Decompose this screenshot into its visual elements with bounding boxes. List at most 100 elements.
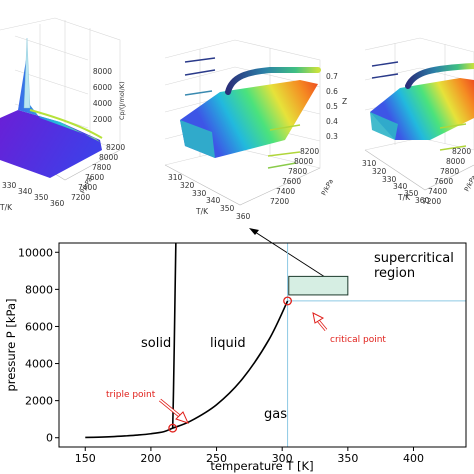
panel-middle-streaks bbox=[184, 57, 301, 169]
x-tick-label: 400 bbox=[403, 452, 424, 465]
main-ref-lines bbox=[287, 243, 466, 447]
region-label-region: region bbox=[374, 266, 415, 281]
panel-left-ztick-6000: 6000 bbox=[93, 83, 112, 92]
main-highlight bbox=[288, 275, 349, 296]
y-tick-label: 8000 bbox=[25, 283, 53, 296]
y-tick-label: 4000 bbox=[25, 358, 53, 371]
panel-left-ytick-7800: 7800 bbox=[92, 163, 111, 172]
panel-left-surface-ridge bbox=[29, 109, 103, 139]
panel-middle-ytick-7600: 7600 bbox=[282, 177, 301, 186]
panel-left-xlabel: T/K bbox=[0, 203, 13, 212]
panel-right-tube bbox=[405, 63, 474, 89]
panel-left-xtick-330: 330 bbox=[2, 181, 17, 190]
panel-right-ytick-7600: 7600 bbox=[434, 177, 453, 186]
melting-curve bbox=[171, 242, 177, 429]
panel-right-ytick-7200: 7200 bbox=[422, 197, 441, 206]
panel-middle-tube bbox=[225, 67, 321, 95]
main-y-ticks: 0 2000 4000 6000 8000 10000 bbox=[18, 246, 59, 445]
y-tick-label: 2000 bbox=[25, 395, 53, 408]
panel-left-xtick-340: 340 bbox=[18, 187, 33, 196]
triple-point-marker bbox=[168, 423, 178, 433]
annotation-triple-point: triple point bbox=[106, 390, 156, 400]
vapor-pressure-curve bbox=[85, 300, 289, 439]
panel-middle-ylabel: P/kPa bbox=[320, 178, 335, 197]
panel-middle-surface-underside bbox=[180, 120, 215, 158]
annotation-triple-arrow bbox=[158, 398, 189, 424]
y-tick-label: 6000 bbox=[25, 320, 53, 333]
panel-right-ytick-7400: 7400 bbox=[428, 187, 447, 196]
panel-middle-ytick-7200: 7200 bbox=[270, 197, 289, 206]
x-tick-label: 300 bbox=[272, 452, 293, 465]
panel-left-ztick-4000: 4000 bbox=[93, 99, 112, 108]
y-tick-label: 10000 bbox=[18, 246, 53, 259]
panel-right-xtick-350: 350 bbox=[404, 189, 419, 198]
critical-point-marker bbox=[283, 296, 293, 306]
panel-left-xtick-350: 350 bbox=[34, 193, 49, 202]
panel-left-ytick-7200: 7200 bbox=[71, 193, 90, 202]
panel-middle-ytick-7800: 7800 bbox=[288, 167, 307, 176]
x-tick-label: 150 bbox=[75, 452, 96, 465]
highlight-box bbox=[288, 275, 349, 296]
panel-left-surface-spike bbox=[23, 37, 31, 109]
panel-middle-zlabel: Z bbox=[342, 97, 347, 106]
panel-middle-xtick-350: 350 bbox=[220, 204, 235, 213]
main-x-ticks: 150 200 250 300 350 400 bbox=[75, 447, 424, 465]
panel-right-xlabel: T/K bbox=[397, 193, 411, 202]
surface-panel-left: 8000 6000 4000 2000 Cp/(J/mol/K) 8200 80… bbox=[0, 17, 126, 212]
region-label-supercritical: supercritical bbox=[374, 251, 454, 266]
panel-right-xtick-360: 360 bbox=[415, 196, 430, 205]
main-plot-frame bbox=[58, 242, 467, 448]
panel-middle-ztick-0.7: 0.7 bbox=[326, 72, 338, 81]
panel-middle-xtick-360: 360 bbox=[236, 212, 251, 221]
panel-middle-ytick-7400: 7400 bbox=[276, 187, 295, 196]
panel-right-ytick-8000: 8000 bbox=[446, 157, 465, 166]
panel-left-zlabel: Cp/(J/mol/K) bbox=[118, 81, 126, 120]
panel-right-xtick-310: 310 bbox=[362, 159, 377, 168]
panel-middle-ytick-8200: 8200 bbox=[300, 147, 319, 156]
panel-right-xtick-330: 330 bbox=[382, 175, 397, 184]
panel-right-ylabel: P/kPa bbox=[463, 174, 474, 193]
y-tick-label: 0 bbox=[46, 432, 53, 445]
x-tick-label: 250 bbox=[206, 452, 227, 465]
annotation-critical-arrow bbox=[312, 312, 328, 332]
panel-left-ytick-7600: 7600 bbox=[85, 173, 104, 182]
phase-diagram: 150 200 250 300 350 400 0 2000 4000 6000 8000 1000… bbox=[4, 242, 467, 473]
panel-left-ytick-8200: 8200 bbox=[106, 143, 125, 152]
panel-left-surface-floor bbox=[0, 110, 102, 178]
panel-middle-xtick-330: 330 bbox=[192, 189, 207, 198]
x-tick-label: 350 bbox=[337, 452, 358, 465]
panel-middle-ztick-0.5: 0.5 bbox=[326, 102, 338, 111]
panel-middle-ztick-0.6: 0.6 bbox=[326, 87, 338, 96]
panel-right-surface-underside bbox=[370, 112, 398, 140]
main-series bbox=[85, 242, 289, 439]
panel-middle-xtick-310: 310 bbox=[168, 173, 183, 182]
annotation-critical-point: critical point bbox=[330, 335, 386, 345]
main-x-axis-label: temperature T [K] bbox=[210, 459, 313, 473]
panel-middle-xlabel: T/K bbox=[195, 207, 209, 216]
panel-left-ztick-2000: 2000 bbox=[93, 115, 112, 124]
region-label-solid: solid bbox=[141, 336, 171, 351]
surface-panel-middle: 0.7 0.6 0.5 0.4 0.3 Z 8200 8000 7800 760… bbox=[164, 39, 347, 221]
panel-right-xtick-320: 320 bbox=[372, 167, 387, 176]
panel-middle-surface bbox=[180, 80, 318, 158]
panel-right-xtick-340: 340 bbox=[393, 182, 408, 191]
panel-right-streaks bbox=[371, 61, 467, 151]
panel-middle-xtick-340: 340 bbox=[206, 196, 221, 205]
region-label-liquid: liquid bbox=[210, 336, 246, 351]
panel-right-ytick-7800: 7800 bbox=[440, 167, 459, 176]
panel-left-ztick-8000: 8000 bbox=[93, 67, 112, 76]
x-tick-label: 200 bbox=[140, 452, 161, 465]
panel-right-ytick-8200: 8200 bbox=[452, 147, 471, 156]
panel-middle-ztick-0.4: 0.4 bbox=[326, 117, 338, 126]
main-points bbox=[168, 296, 293, 433]
main-y-axis-label: pressure P [kPa] bbox=[4, 298, 18, 391]
panel-left-xtick-360: 360 bbox=[50, 199, 65, 208]
panel-left-ytick-8000: 8000 bbox=[99, 153, 118, 162]
panel-middle-ztick-0.3: 0.3 bbox=[326, 132, 338, 141]
panel-middle-xtick-320: 320 bbox=[180, 181, 195, 190]
panel-middle-ytick-8000: 8000 bbox=[294, 157, 313, 166]
region-label-gas: gas bbox=[264, 407, 287, 422]
surface-panel-right: 8200 8000 7800 7600 7400 7200 P/kPa 310 … bbox=[362, 37, 474, 206]
panel-left-ytick-7400: 7400 bbox=[78, 183, 97, 192]
